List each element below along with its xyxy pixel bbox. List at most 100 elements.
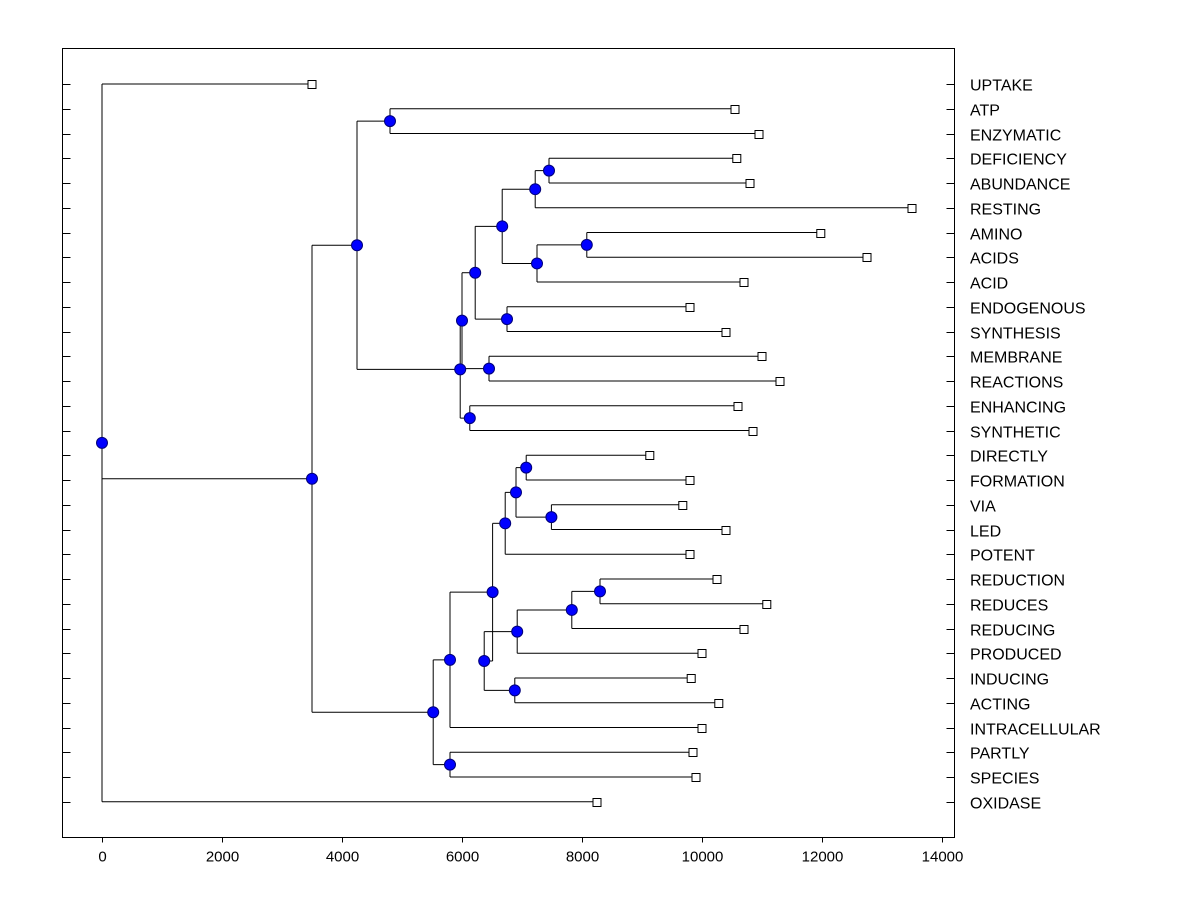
leaf-marker-inducing	[686, 674, 696, 683]
plot-frame	[62, 48, 955, 838]
x-tick-label-10000: 10000	[682, 849, 724, 866]
merge-node-5	[496, 220, 509, 233]
merge-node-20	[508, 684, 521, 697]
merge-node-14	[545, 511, 558, 524]
leaf-marker-partly	[688, 748, 698, 757]
merge-node-27	[96, 436, 108, 449]
x-axis: 0 2000 4000 6000 8000 10000 12000 14000	[98, 837, 964, 866]
leaf-label-produced: PRODUCED	[970, 647, 1062, 664]
merge-node-25	[427, 706, 440, 719]
leaf-marker-enzymatic	[754, 130, 764, 139]
merge-node-26	[306, 472, 318, 485]
leaf-marker-acting	[714, 699, 724, 708]
merge-node-4	[531, 257, 543, 270]
merge-node-11	[454, 363, 467, 376]
merge-node-10	[463, 412, 476, 425]
merge-node-22	[486, 586, 499, 599]
leaf-marker-synthesis	[721, 328, 731, 337]
x-tick-label-8000: 8000	[566, 849, 599, 866]
leaf-label-oxidase: OXIDASE	[970, 796, 1041, 813]
leaf-label-amino: AMINO	[970, 227, 1022, 244]
leaf-marker-synthetic	[748, 427, 758, 436]
x-tick-label-6000: 6000	[446, 849, 479, 866]
merge-node-9	[456, 314, 468, 327]
merge-node-2	[529, 183, 542, 196]
merge-node-18	[565, 603, 578, 616]
leaf-label-led: LED	[970, 524, 1001, 541]
leaf-label-synthesis: SYNTHESIS	[970, 326, 1061, 343]
leaf-label-potent: POTENT	[970, 548, 1035, 565]
leaf-label-reduces: REDUCES	[970, 598, 1048, 615]
leaf-label-enzymatic: ENZYMATIC	[970, 128, 1061, 145]
merge-node-15	[510, 486, 522, 499]
leaf-marker-produced	[697, 649, 707, 658]
leaf-labels: UPTAKE ATP ENZYMATIC DEFICIENCY ABUNDANCE RES…	[970, 78, 1101, 813]
leaf-marker-amino	[816, 229, 826, 238]
leaf-marker-potent	[685, 550, 695, 559]
leaf-label-partly: PARTLY	[970, 746, 1030, 763]
leaf-marker-resting	[907, 204, 917, 213]
leaf-label-acids: ACIDS	[970, 251, 1019, 268]
merge-node-24	[444, 758, 456, 771]
leaf-label-enhancing: ENHANCING	[970, 400, 1066, 417]
leaf-label-deficiency: DEFICIENCY	[970, 152, 1067, 169]
leaf-marker-reducing	[739, 625, 749, 634]
merge-node-16	[499, 517, 512, 530]
leaf-label-via: VIA	[970, 499, 996, 516]
merge-node-19	[511, 625, 524, 638]
merge-node-6	[501, 313, 513, 326]
x-tick-label-12000: 12000	[802, 849, 844, 866]
merge-node-13	[520, 461, 533, 474]
leaf-marker-reduces	[762, 600, 772, 609]
leaf-marker-reactions	[775, 377, 785, 386]
leaf-label-inducing: INDUCING	[970, 672, 1049, 689]
merge-node-8	[483, 362, 495, 375]
leaf-marker-formation	[685, 476, 695, 485]
x-tick-label-2000: 2000	[206, 849, 239, 866]
leaf-label-uptake: UPTAKE	[970, 78, 1033, 95]
leaf-label-formation: FORMATION	[970, 474, 1065, 491]
left-tick-marks	[62, 84, 71, 803]
merge-node-12	[351, 239, 363, 252]
x-tick-label-0: 0	[98, 849, 106, 866]
x-tick-label-4000: 4000	[326, 849, 359, 866]
merge-node-21	[478, 654, 491, 667]
leaf-label-endogenous: ENDOGENOUS	[970, 301, 1086, 318]
leaf-marker-reduction	[712, 575, 722, 584]
leaf-marker-via	[678, 501, 688, 510]
leaf-marker-acids	[862, 253, 872, 262]
merge-node-3	[580, 238, 593, 251]
leaf-marker-species	[691, 773, 701, 782]
leaf-marker-led	[721, 526, 731, 535]
leaf-label-resting: RESTING	[970, 202, 1041, 219]
merge-node-7	[469, 266, 482, 279]
leaf-label-synthetic: SYNTHETIC	[970, 425, 1061, 442]
leaf-label-acid: ACID	[970, 276, 1008, 293]
merge-node-1	[543, 164, 555, 177]
leaf-label-reduction: REDUCTION	[970, 573, 1065, 590]
right-tick-marks	[946, 84, 955, 803]
leaf-marker-endogenous	[685, 303, 695, 312]
leaf-label-abundance: ABUNDANCE	[970, 177, 1070, 194]
leaf-marker-atp	[730, 105, 740, 114]
leaf-marker-uptake	[307, 80, 317, 89]
leaf-marker-directly	[645, 451, 655, 460]
merge-node-0	[384, 115, 396, 128]
leaf-marker-deficiency	[732, 154, 742, 163]
merge-node-markers	[96, 115, 606, 771]
leaf-label-acting: ACTING	[970, 697, 1030, 714]
merge-node-17	[594, 585, 606, 598]
leaf-label-intracellular: INTRACELLULAR	[970, 722, 1101, 739]
x-tick-label-14000: 14000	[922, 849, 964, 866]
leaf-label-reactions: REACTIONS	[970, 375, 1063, 392]
dendrogram-edges	[101, 83, 912, 803]
leaf-marker-abundance	[745, 179, 755, 188]
leaf-marker-oxidase	[592, 798, 602, 807]
leaf-label-atp: ATP	[970, 103, 1000, 120]
leaf-marker-enhancing	[733, 402, 743, 411]
leaf-label-directly: DIRECTLY	[970, 449, 1048, 466]
leaf-marker-acid	[739, 278, 749, 287]
leaf-label-reducing: REDUCING	[970, 623, 1055, 640]
leaf-marker-intracellular	[697, 724, 707, 733]
